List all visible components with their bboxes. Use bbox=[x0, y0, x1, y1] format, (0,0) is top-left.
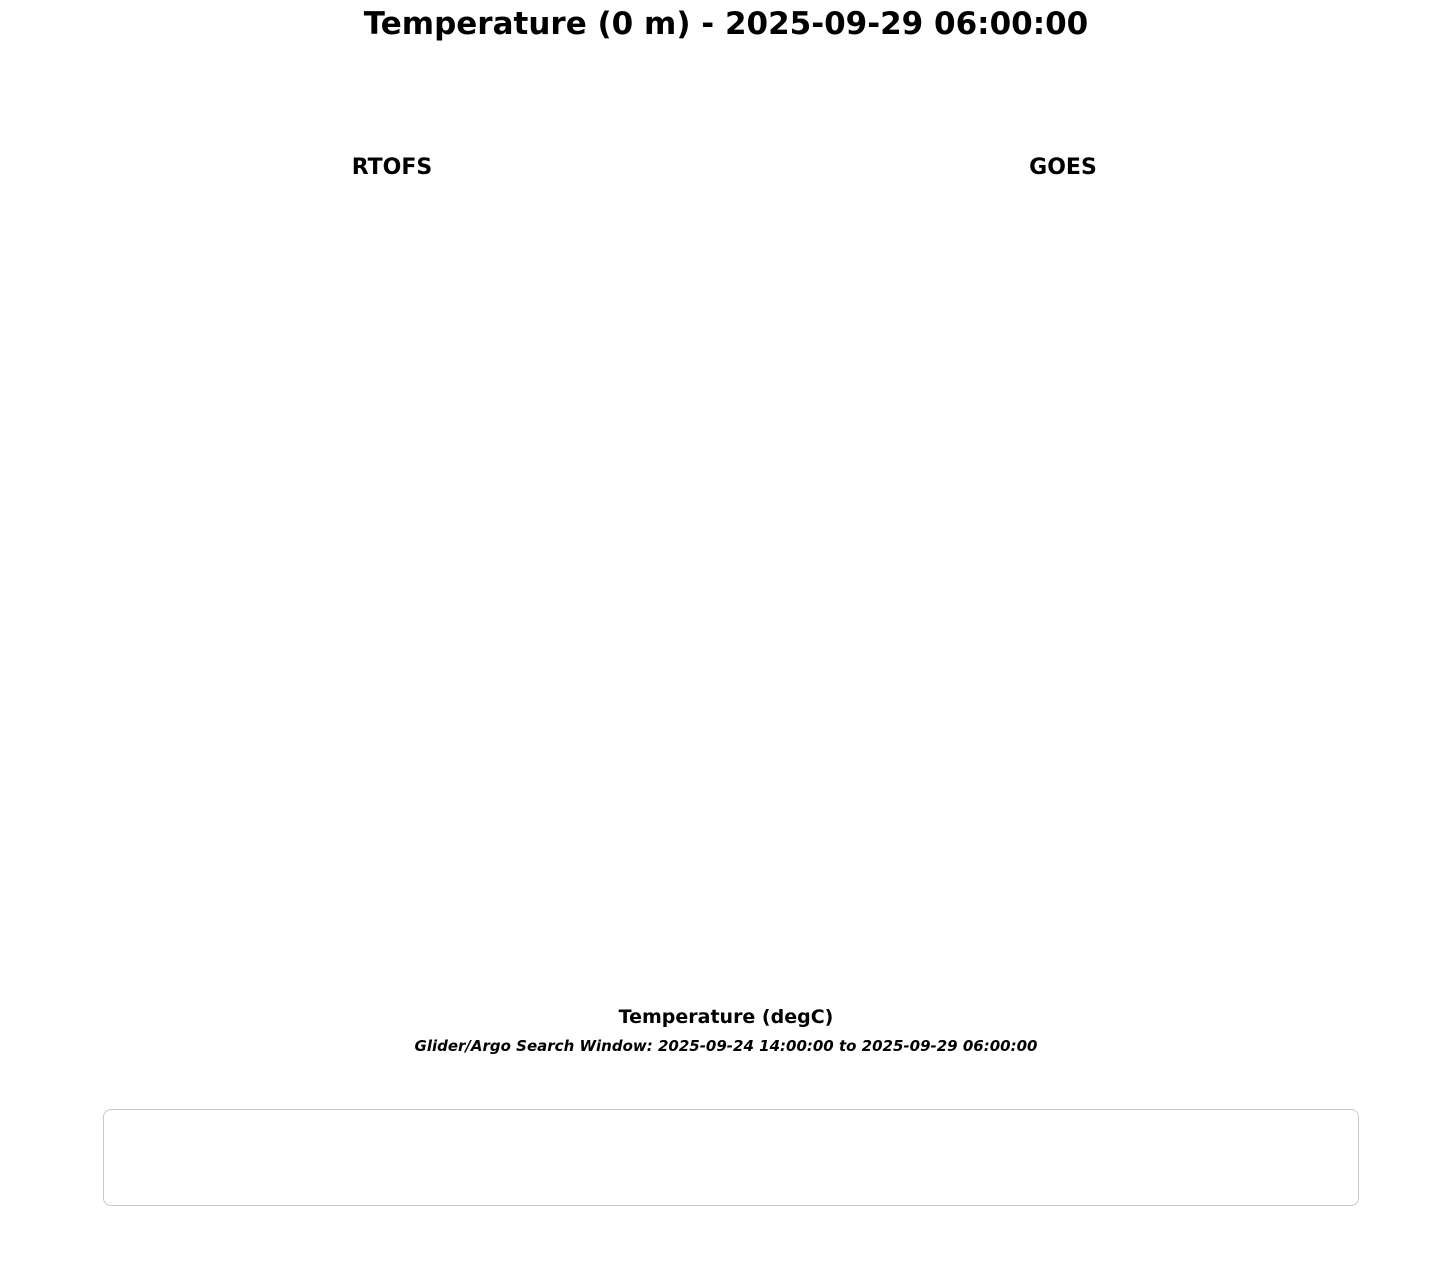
figure-title: Temperature (0 m) - 2025-09-29 06:00:00 bbox=[363, 6, 1089, 42]
search-window-subtitle: Glider/Argo Search Window: 2025-09-24 14… bbox=[414, 1037, 1038, 1055]
colorbar bbox=[110, 942, 1344, 980]
panel-title-rtofs: RTOFS bbox=[351, 155, 433, 180]
map-panel-goes bbox=[735, 167, 1391, 898]
legend bbox=[103, 1109, 1359, 1206]
panel-title-goes: GOES bbox=[1029, 155, 1097, 180]
colorbar-label: Temperature (degC) bbox=[618, 1006, 834, 1028]
map-panel-rtofs bbox=[64, 167, 720, 898]
